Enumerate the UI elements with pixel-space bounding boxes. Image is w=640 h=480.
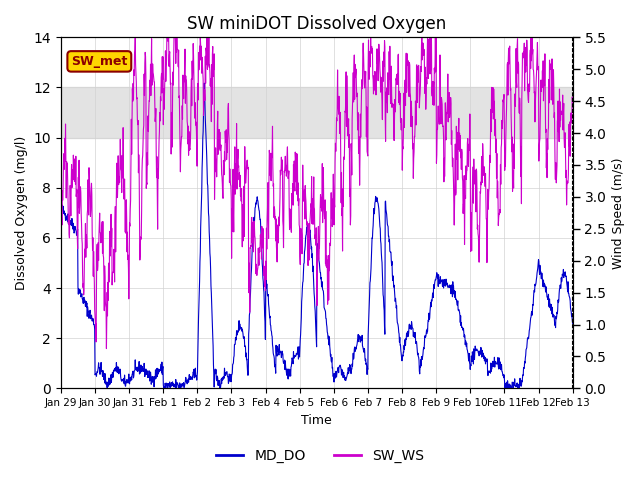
Title: SW miniDOT Dissolved Oxygen: SW miniDOT Dissolved Oxygen bbox=[187, 15, 446, 33]
Y-axis label: Wind Speed (m/s): Wind Speed (m/s) bbox=[612, 157, 625, 269]
Text: SW_met: SW_met bbox=[71, 55, 127, 68]
Bar bbox=[61, 87, 573, 138]
X-axis label: Time: Time bbox=[301, 414, 332, 427]
Legend: MD_DO, SW_WS: MD_DO, SW_WS bbox=[210, 443, 430, 468]
Y-axis label: Dissolved Oxygen (mg/l): Dissolved Oxygen (mg/l) bbox=[15, 136, 28, 290]
